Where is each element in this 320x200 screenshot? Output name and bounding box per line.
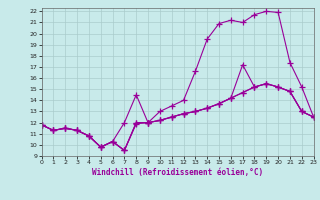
X-axis label: Windchill (Refroidissement éolien,°C): Windchill (Refroidissement éolien,°C) (92, 168, 263, 177)
